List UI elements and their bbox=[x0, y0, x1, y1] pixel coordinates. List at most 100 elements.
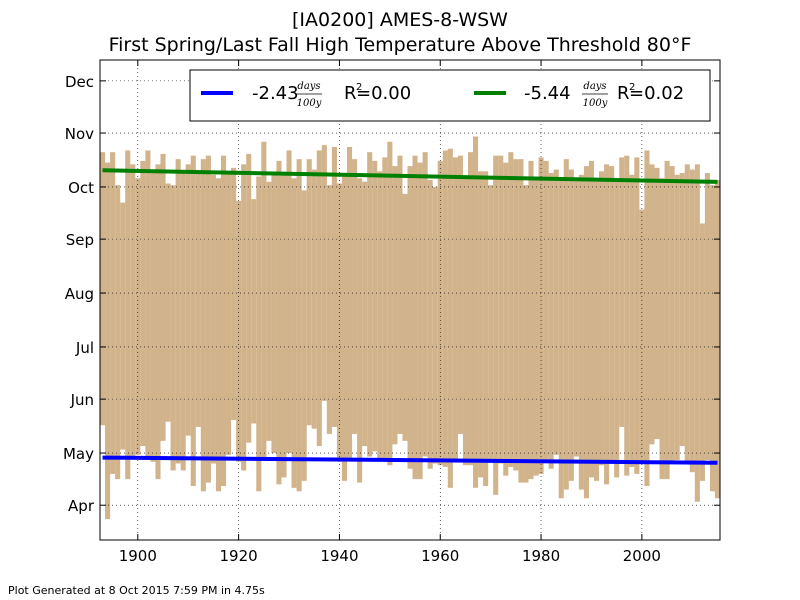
year-bar-1982 bbox=[548, 173, 554, 469]
year-bar-1917 bbox=[220, 155, 227, 487]
year-bar-1919 bbox=[231, 167, 237, 420]
year-bar-1945 bbox=[362, 181, 368, 447]
year-bar-1986 bbox=[568, 169, 574, 481]
year-bar-1897 bbox=[120, 202, 126, 450]
year-bar-2007 bbox=[674, 174, 680, 460]
year-bar-1904 bbox=[155, 164, 161, 480]
year-bar-1980 bbox=[538, 157, 544, 474]
year-bar-1958 bbox=[427, 180, 433, 469]
year-bar-1962 bbox=[447, 148, 453, 488]
year-bar-2000 bbox=[639, 209, 645, 462]
y-tick-label: Dec bbox=[65, 73, 94, 91]
year-bar-1971 bbox=[493, 155, 499, 495]
year-bar-1990 bbox=[588, 160, 595, 478]
year-bar-1929 bbox=[281, 174, 287, 478]
year-bar-1972 bbox=[498, 155, 504, 464]
year-bar-1932 bbox=[296, 159, 302, 492]
grid-lines bbox=[100, 60, 720, 540]
year-bar-1902 bbox=[145, 150, 151, 457]
year-bar-1944 bbox=[357, 178, 363, 483]
y-tick-label: Sep bbox=[66, 231, 94, 249]
year-bar-1997 bbox=[624, 155, 630, 476]
year-bar-2001 bbox=[644, 150, 650, 487]
y-tick-label: Apr bbox=[68, 497, 95, 515]
year-bar-1894 bbox=[105, 162, 111, 520]
year-bar-2013 bbox=[704, 173, 710, 461]
x-tick-label: 1980 bbox=[522, 547, 560, 565]
year-bar-2010 bbox=[689, 169, 695, 473]
year-bar-1950 bbox=[387, 141, 393, 466]
year-bar-1913 bbox=[200, 159, 206, 492]
year-bar-2003 bbox=[654, 167, 660, 440]
year-bar-2006 bbox=[669, 166, 675, 462]
year-bar-1936 bbox=[316, 150, 322, 447]
year-bar-1983 bbox=[553, 169, 559, 455]
year-bar-1979 bbox=[533, 180, 539, 476]
fall-trend-line bbox=[102, 168, 718, 184]
year-bar-1931 bbox=[291, 178, 297, 488]
year-bar-1922 bbox=[246, 153, 252, 443]
year-bar-1905 bbox=[160, 153, 166, 441]
year-bar-1948 bbox=[377, 171, 383, 459]
year-bar-1991 bbox=[593, 178, 600, 481]
year-bar-1933 bbox=[301, 190, 307, 481]
plot-frame bbox=[99, 59, 721, 541]
year-bar-1928 bbox=[276, 160, 282, 485]
year-bar-1951 bbox=[392, 166, 398, 445]
year-bar-1930 bbox=[286, 150, 292, 454]
y-tick-label: May bbox=[63, 445, 94, 463]
year-bar-1911 bbox=[190, 155, 196, 487]
year-bar-1925 bbox=[261, 141, 267, 461]
year-bar-1965 bbox=[462, 178, 469, 466]
year-bar-1910 bbox=[185, 164, 191, 436]
year-bar-1981 bbox=[543, 160, 549, 462]
y-axis-labels: Apr May Jun Jul Aug Sep Oct Nov Dec bbox=[63, 73, 95, 515]
legend-fall-r2: =0.02 bbox=[629, 83, 684, 104]
bar-group bbox=[100, 136, 721, 520]
year-bar-1907 bbox=[170, 185, 176, 471]
legend-box bbox=[189, 69, 711, 122]
spring-trend-line bbox=[102, 455, 718, 465]
year-bar-1909 bbox=[180, 171, 186, 471]
legend-fall-r-sup: 2 bbox=[629, 82, 635, 93]
y-tick-label: Oct bbox=[68, 179, 94, 197]
year-bar-1996 bbox=[619, 157, 625, 427]
year-bar-1918 bbox=[226, 171, 232, 455]
year-bar-1924 bbox=[256, 176, 262, 492]
year-bar-1941 bbox=[341, 174, 348, 481]
x-tick-label: 2000 bbox=[623, 547, 661, 565]
year-bar-1969 bbox=[483, 171, 489, 487]
year-bar-2002 bbox=[649, 164, 655, 445]
year-bar-1994 bbox=[609, 166, 615, 460]
generation-footnote: Plot Generated at 8 Oct 2015 7:59 PM in … bbox=[8, 584, 265, 597]
legend-spring-r2: =0.00 bbox=[356, 83, 411, 104]
year-bar-1963 bbox=[452, 157, 458, 460]
year-bar-1995 bbox=[614, 181, 620, 478]
year-bar-1984 bbox=[558, 178, 564, 499]
x-axis-labels: 1900 1920 1940 1960 1980 2000 bbox=[119, 547, 661, 565]
year-bar-1927 bbox=[271, 174, 277, 454]
year-bar-1893 bbox=[100, 152, 106, 426]
year-bar-2009 bbox=[684, 164, 690, 462]
year-bar-1968 bbox=[478, 171, 484, 478]
year-bar-1985 bbox=[563, 159, 569, 490]
legend-spring-frac-den: 100y bbox=[297, 98, 322, 109]
year-bar-1964 bbox=[457, 155, 463, 434]
x-tick-label: 1920 bbox=[220, 547, 258, 565]
year-bar-1923 bbox=[251, 199, 257, 424]
year-bar-1896 bbox=[115, 185, 121, 480]
legend-spring-frac-num: days bbox=[297, 81, 320, 92]
year-bar-1939 bbox=[331, 146, 337, 427]
year-bar-1961 bbox=[442, 150, 448, 467]
x-tick-label: 1900 bbox=[119, 547, 157, 565]
legend-spring-r-sup: 2 bbox=[356, 82, 362, 93]
year-bar-1977 bbox=[523, 185, 529, 483]
year-bar-1973 bbox=[503, 162, 509, 476]
year-bar-1970 bbox=[488, 185, 494, 460]
year-bar-1898 bbox=[125, 150, 131, 480]
year-bar-1988 bbox=[578, 174, 584, 490]
year-bar-1920 bbox=[236, 200, 242, 462]
year-bar-1954 bbox=[407, 166, 413, 469]
year-bar-1957 bbox=[422, 152, 428, 457]
